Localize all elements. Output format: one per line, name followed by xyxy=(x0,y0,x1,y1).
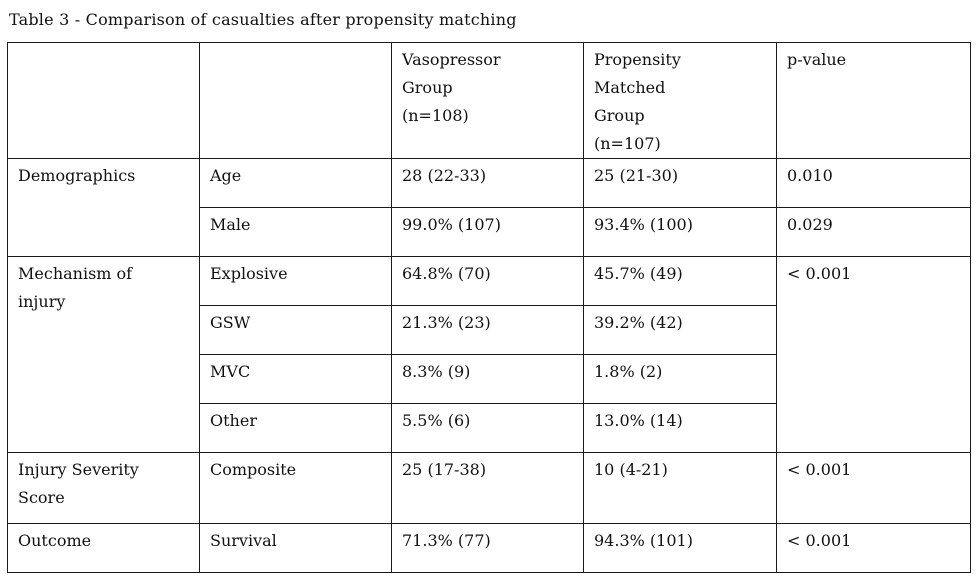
vasopressor-value: 8.3% (9) xyxy=(391,354,584,404)
comparison-table: Vasopressor Group (n=108) Propensity Mat… xyxy=(7,42,971,573)
table-row: Injury Severity Score Composite 25 (17-3… xyxy=(7,452,971,524)
group-label-mechanism: Mechanism of injury xyxy=(7,256,200,453)
row-label: Male xyxy=(199,207,392,257)
table-row: Demographics Age 28 (22-33) 25 (21-30) 0… xyxy=(7,158,971,257)
vasopressor-value: 5.5% (6) xyxy=(391,403,584,453)
vasopressor-value: 99.0% (107) xyxy=(391,207,584,257)
p-value: < 0.001 xyxy=(776,256,971,453)
group-label-text: Injury Severity xyxy=(18,460,139,479)
matched-value: 13.0% (14) xyxy=(583,403,777,453)
header-text: Matched xyxy=(594,78,666,97)
header-text: Group xyxy=(402,78,453,97)
matched-value: 93.4% (100) xyxy=(583,207,777,257)
table-header-row: Vasopressor Group (n=108) Propensity Mat… xyxy=(7,42,971,159)
table-row: Mechanism of injury Explosive 64.8% (70)… xyxy=(7,256,971,453)
row-label: Age xyxy=(199,158,392,208)
group-label-text: Mechanism of xyxy=(18,264,133,283)
row-label: MVC xyxy=(199,354,392,404)
matched-value: 1.8% (2) xyxy=(583,354,777,404)
matched-value: 25 (21-30) xyxy=(583,158,777,208)
group-label-outcome: Outcome xyxy=(7,523,200,573)
p-value: < 0.001 xyxy=(776,452,971,524)
row-label: GSW xyxy=(199,305,392,355)
header-text: (n=107) xyxy=(594,134,661,153)
group-label-iss: Injury Severity Score xyxy=(7,452,200,524)
matched-value: 10 (4-21) xyxy=(583,452,777,524)
table-row: Male 99.0% (107) 93.4% (100) 0.029 xyxy=(8,207,971,257)
vasopressor-value: 28 (22-33) xyxy=(391,158,584,208)
p-value: < 0.001 xyxy=(776,523,971,573)
row-label: Other xyxy=(199,403,392,453)
header-cell-variable xyxy=(199,42,392,159)
table-row: GSW 21.3% (23) 39.2% (42) xyxy=(8,305,971,355)
p-value: 0.010 xyxy=(776,158,971,208)
matched-value: 94.3% (101) xyxy=(583,523,777,573)
header-cell-matched: Propensity Matched Group (n=107) xyxy=(583,42,777,159)
header-cell-vasopressor: Vasopressor Group (n=108) xyxy=(391,42,584,159)
p-value: 0.029 xyxy=(776,207,971,257)
vasopressor-value: 64.8% (70) xyxy=(391,256,584,306)
row-label: Explosive xyxy=(199,256,392,306)
matched-value: 39.2% (42) xyxy=(583,305,777,355)
vasopressor-value: 71.3% (77) xyxy=(391,523,584,573)
header-text: Propensity xyxy=(594,50,681,69)
header-text: Group xyxy=(594,106,645,125)
table-caption: Table 3 - Comparison of casualties after… xyxy=(9,10,517,29)
row-label: Composite xyxy=(199,452,392,524)
vasopressor-value: 21.3% (23) xyxy=(391,305,584,355)
group-label-text: Score xyxy=(18,488,65,507)
header-cell-p-value: p-value xyxy=(776,42,971,159)
table-row: Other 5.5% (6) 13.0% (14) xyxy=(8,403,971,453)
matched-value: 45.7% (49) xyxy=(583,256,777,306)
header-text: Vasopressor xyxy=(402,50,501,69)
table-row: Outcome Survival 71.3% (77) 94.3% (101) … xyxy=(7,523,971,573)
group-label-demographics: Demographics xyxy=(7,158,200,257)
table-row: MVC 8.3% (9) 1.8% (2) xyxy=(8,354,971,404)
header-cell-group xyxy=(7,42,200,159)
vasopressor-value: 25 (17-38) xyxy=(391,452,584,524)
row-label: Survival xyxy=(199,523,392,573)
group-label-text: injury xyxy=(18,292,66,311)
header-text: (n=108) xyxy=(402,106,469,125)
